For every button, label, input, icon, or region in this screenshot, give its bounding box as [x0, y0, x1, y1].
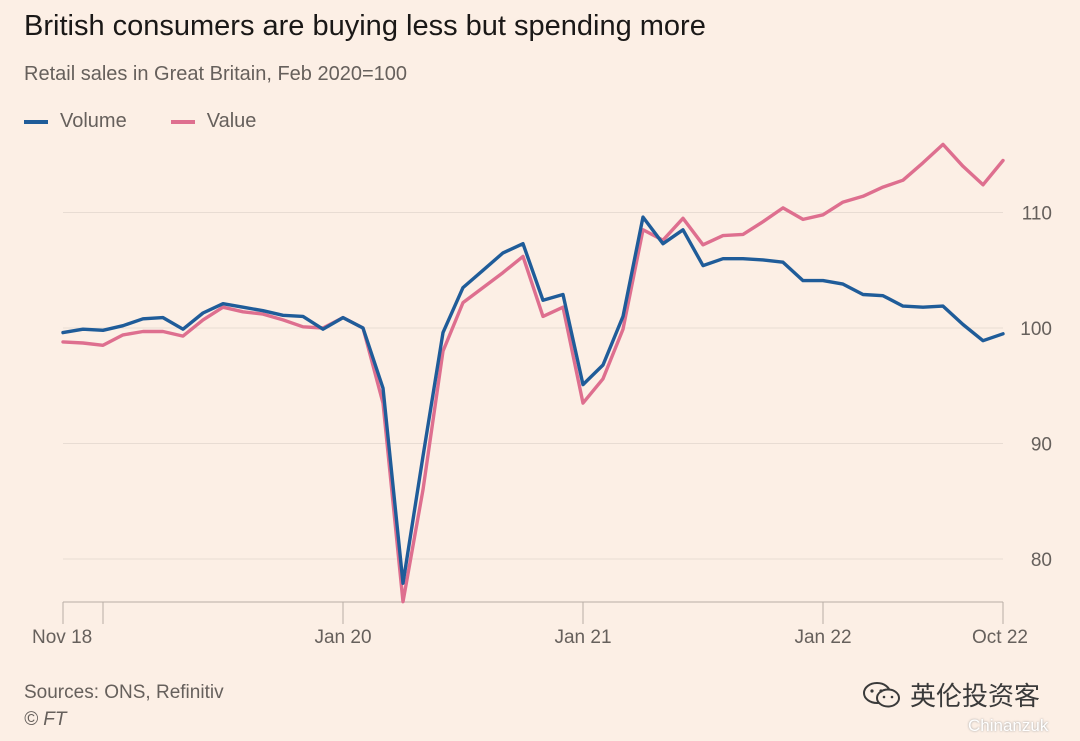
x-tick-label-3: Jan 22 [794, 627, 851, 648]
watermark-text: 英伦投资客 [910, 681, 1041, 711]
wechat-icon [862, 680, 902, 710]
legend-label-value: Value [206, 110, 257, 132]
x-tick-label-1: Jan 20 [314, 627, 371, 648]
source-note: Sources: ONS, Refinitiv [24, 682, 224, 703]
series-line-value [61, 142, 1005, 604]
line-chart: 80 90 100 110 Nov 18 Jan 20 Jan 21 Jan 22 Oct 22 [32, 142, 1052, 648]
copyright-note: © FT [24, 709, 67, 730]
series-line-volume [61, 215, 1005, 585]
x-tick-label-4: Oct 22 [972, 627, 1028, 648]
legend-swatch-volume [24, 119, 48, 124]
x-tick-label-2: Jan 21 [554, 627, 611, 648]
legend-item-volume: Volume [24, 110, 127, 133]
chart-legend: Volume Value [24, 110, 300, 133]
y-tick-label-100: 100 [1020, 319, 1052, 340]
chart-subtitle: Retail sales in Great Britain, Feb 2020=… [24, 63, 407, 85]
legend-swatch-value [170, 119, 195, 124]
chart-title: British consumers are buying less but sp… [24, 10, 706, 42]
y-tick-label-80: 80 [1031, 550, 1052, 571]
legend-label-volume: Volume [60, 110, 127, 132]
watermark: 英伦投资客 [862, 676, 1040, 713]
y-tick-label-110: 110 [1022, 204, 1052, 225]
y-tick-label-90: 90 [1031, 435, 1052, 456]
legend-item-value: Value [170, 110, 257, 133]
watermark-subtext: Chinanzuk [968, 716, 1049, 735]
x-tick-label-0: Nov 18 [32, 627, 92, 648]
